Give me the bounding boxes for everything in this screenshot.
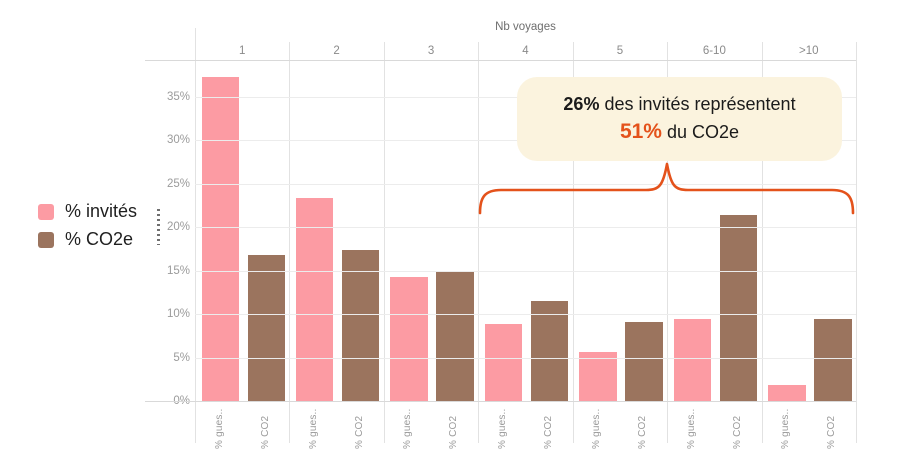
column-header-1: 1 — [239, 45, 246, 57]
header-rule — [145, 60, 856, 61]
bar-axis-label-co2e-3: % CO2 — [448, 415, 460, 449]
y-tick-25: 25% — [166, 177, 190, 190]
brace-icon — [478, 162, 855, 215]
bar-axis-label-invites-6-10: % gues.. — [685, 408, 697, 449]
bar-invites-2[interactable] — [295, 198, 334, 401]
bar-axis-label-co2e-6-10: % CO2 — [731, 415, 743, 449]
x-axis-title: Nb voyages — [495, 21, 556, 33]
bar-co2e-6-10[interactable] — [719, 214, 758, 401]
bar-invites-6-10[interactable] — [673, 319, 712, 401]
y-tick-30: 30% — [166, 134, 190, 146]
x-axis-baseline — [145, 401, 856, 402]
bar-axis-label-invites-3: % gues.. — [402, 408, 414, 449]
legend-swatch-co2e[interactable] — [38, 231, 54, 248]
annotation-line-2: 51% du CO2e — [620, 117, 739, 147]
annotation-line-1-text: des invités représentent — [599, 93, 796, 114]
column-header-5: 5 — [616, 45, 624, 57]
y-tick-15: 15% — [166, 264, 190, 277]
legend-swatch-invites[interactable] — [38, 203, 54, 220]
y-tick-20: 20% — [166, 221, 190, 233]
y-tick-35: 35% — [166, 90, 190, 103]
bar-invites-4[interactable] — [484, 323, 523, 401]
column-header-2: 2 — [333, 45, 340, 57]
column-header->10: >10 — [799, 45, 819, 57]
column-separator-6 — [761, 42, 763, 443]
legend-item-invites[interactable]: % invités — [38, 201, 137, 222]
column-separator-4 — [572, 42, 574, 443]
y-axis-title-micro — [157, 209, 160, 245]
annotation-line-1: 26% des invités représentent — [563, 91, 795, 117]
y-tick-5: 5% — [173, 351, 190, 364]
column-header-3: 3 — [427, 45, 435, 57]
legend: % invités % CO2e — [38, 201, 137, 250]
legend-label-co2e: % CO2e — [65, 229, 134, 249]
bar-axis-label-invites-1: % gues.. — [213, 408, 225, 449]
bar-axis-label-co2e->10: % CO2 — [826, 415, 838, 449]
bar-co2e-4[interactable] — [530, 300, 569, 401]
bar-axis-label-co2e-5: % CO2 — [637, 415, 649, 449]
column-separator-5 — [667, 42, 669, 443]
annotation-line-2-text: du CO2e — [661, 121, 740, 142]
bar-axis-label-co2e-1: % CO2 — [259, 415, 271, 449]
gridline-25 — [195, 183, 856, 185]
gridline-20 — [195, 227, 856, 228]
bar-invites-3[interactable] — [390, 276, 428, 401]
annotation-callout: 26% des invités représentent 51% du CO2e — [517, 77, 842, 161]
column-separator-2 — [383, 42, 385, 443]
column-separator-1 — [289, 42, 291, 443]
legend-label-invites: % invités — [65, 201, 138, 221]
bar-axis-label-invites-2: % gues.. — [307, 408, 319, 449]
legend-item-co2e[interactable]: % CO2e — [38, 229, 137, 250]
bar-invites-5[interactable] — [579, 352, 617, 401]
gridline-5 — [195, 357, 856, 359]
column-separator-right — [856, 42, 857, 443]
bar-co2e-3[interactable] — [436, 271, 474, 401]
column-header-4: 4 — [522, 45, 529, 57]
column-separator-0 — [195, 28, 196, 443]
bar-axis-label-invites->10: % gues.. — [780, 408, 792, 449]
bar-co2e-2[interactable] — [341, 249, 380, 401]
column-separator-3 — [478, 42, 480, 443]
bar-axis-label-invites-5: % gues.. — [591, 408, 603, 449]
bar-invites-1[interactable] — [201, 77, 239, 401]
y-tick-10: 10% — [166, 308, 190, 320]
bar-co2e->10[interactable] — [814, 319, 852, 401]
bar-co2e-1[interactable] — [247, 254, 285, 401]
annotation-pct-invites: 26% — [563, 93, 600, 114]
bar-axis-label-co2e-2: % CO2 — [353, 415, 365, 449]
bar-axis-label-co2e-4: % CO2 — [542, 415, 554, 449]
column-header-6-10: 6-10 — [702, 45, 726, 57]
bar-invites->10[interactable] — [768, 385, 806, 401]
bar-axis-label-invites-4: % gues.. — [496, 408, 508, 449]
bar-co2e-5[interactable] — [625, 321, 663, 401]
gridline-15 — [195, 270, 856, 272]
annotation-pct-co2e: 51% — [619, 119, 662, 143]
gridline-10 — [195, 314, 856, 315]
